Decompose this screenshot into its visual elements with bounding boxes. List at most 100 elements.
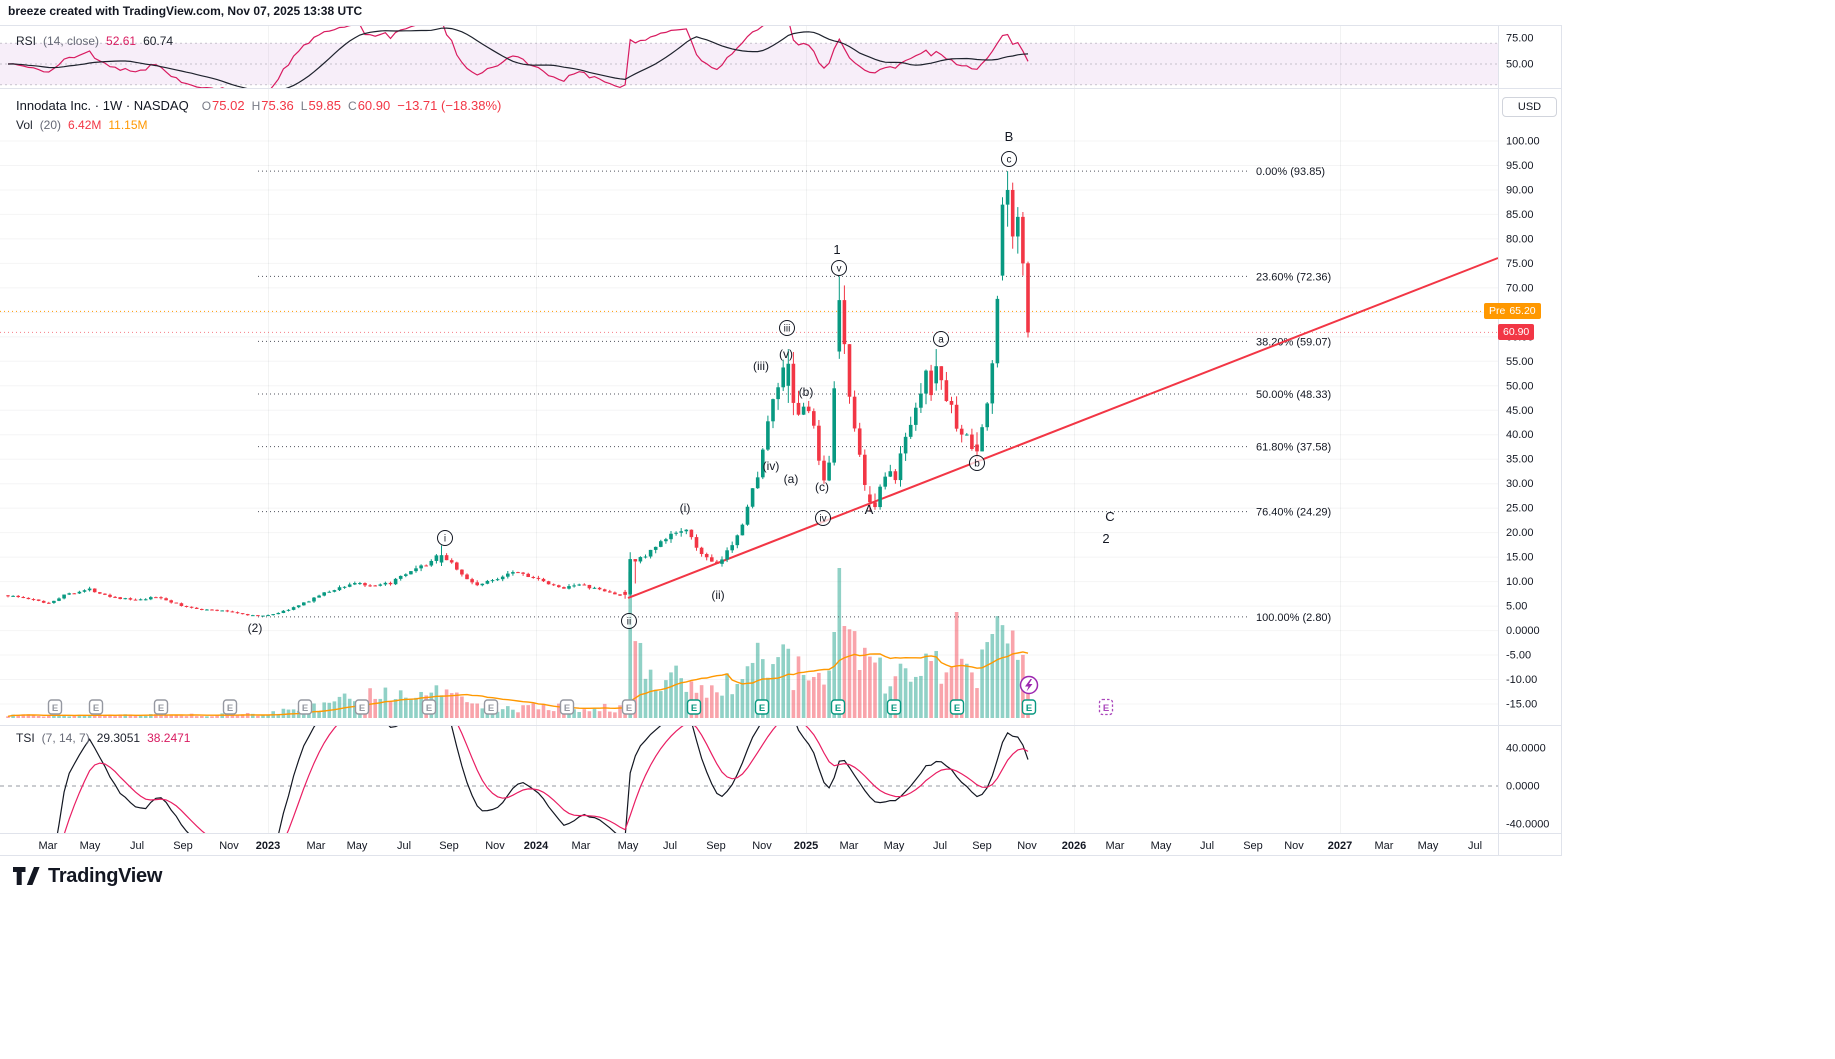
svg-text:Sep: Sep bbox=[173, 840, 193, 852]
svg-text:70.00: 70.00 bbox=[1506, 282, 1534, 294]
earnings-icon bbox=[222, 699, 238, 715]
pane-separators bbox=[0, 25, 1562, 856]
svg-text:E: E bbox=[1103, 703, 1109, 714]
ohlc-key: O bbox=[201, 99, 212, 113]
attribution-text: breeze created with TradingView.com, Nov… bbox=[8, 4, 363, 18]
fib-level-label: 50.00% (48.33) bbox=[1256, 389, 1331, 401]
svg-text:25.00: 25.00 bbox=[1506, 503, 1534, 515]
tsi-legend: TSI (7, 14, 7) 29.3051 38.2471 bbox=[16, 731, 190, 745]
svg-text:E: E bbox=[691, 703, 697, 714]
trend-line[interactable] bbox=[627, 257, 1499, 599]
svg-text:E: E bbox=[488, 703, 494, 714]
svg-text:100.00: 100.00 bbox=[1506, 136, 1540, 148]
svg-text:95.00: 95.00 bbox=[1506, 160, 1534, 172]
alert-lightning-icon[interactable] bbox=[1019, 675, 1039, 695]
premarket-prefix: Pre bbox=[1489, 305, 1506, 318]
ohlc-key: L bbox=[300, 99, 308, 113]
svg-text:E: E bbox=[302, 703, 308, 714]
tsi-signal-value: 38.2471 bbox=[147, 731, 191, 745]
volume-value: 6.42M bbox=[68, 118, 102, 132]
svg-text:2024: 2024 bbox=[524, 840, 549, 852]
ohlc-value: 60.90 bbox=[357, 98, 391, 113]
svg-text:(iv): (iv) bbox=[763, 459, 780, 473]
svg-text:2: 2 bbox=[1102, 531, 1109, 546]
ohlc-value: 75.02 bbox=[212, 98, 245, 113]
earnings-icon bbox=[886, 699, 902, 715]
svg-text:E: E bbox=[158, 703, 164, 714]
svg-text:May: May bbox=[618, 840, 639, 852]
time-axis[interactable]: Mar May Jul Sep Nov 2023 Mar May Jul Sep Nov 2024 Ma… bbox=[39, 840, 1483, 852]
currency-toggle-button[interactable]: USD bbox=[1502, 97, 1557, 117]
fib-retracement: 0.00% (93.85)23.60% (72.36)38.20% (59.07… bbox=[258, 166, 1331, 624]
svg-text:55.00: 55.00 bbox=[1506, 356, 1534, 368]
svg-text:c: c bbox=[1007, 155, 1012, 166]
last-price-value: 60.90 bbox=[1503, 326, 1530, 339]
svg-text:Sep: Sep bbox=[706, 840, 726, 852]
svg-text:E: E bbox=[1026, 703, 1032, 714]
svg-text:0.0000: 0.0000 bbox=[1506, 781, 1540, 793]
svg-text:-10.00: -10.00 bbox=[1506, 674, 1537, 686]
svg-text:35.00: 35.00 bbox=[1506, 454, 1534, 466]
svg-text:(v): (v) bbox=[779, 347, 793, 361]
rsi-label: RSI bbox=[16, 34, 37, 48]
rsi-value: 52.61 bbox=[106, 34, 137, 48]
svg-text:iii: iii bbox=[784, 324, 791, 335]
symbol-title[interactable]: Innodata Inc. · 1W · NASDAQ bbox=[16, 98, 189, 113]
svg-text:b: b bbox=[974, 459, 980, 470]
tradingview-logo[interactable]: TradingView bbox=[12, 864, 162, 888]
svg-text:40.00: 40.00 bbox=[1506, 429, 1534, 441]
price-scale[interactable]: 100.0095.0090.0085.0080.0075.0070.0065.0… bbox=[1506, 33, 1549, 831]
svg-text:(c): (c) bbox=[815, 480, 829, 494]
svg-text:E: E bbox=[835, 703, 841, 714]
svg-text:May: May bbox=[1418, 840, 1439, 852]
ohlc-key: H bbox=[251, 99, 261, 113]
svg-text:45.00: 45.00 bbox=[1506, 405, 1534, 417]
earnings-icon bbox=[88, 699, 104, 715]
ohlc-high: H 75.36 bbox=[252, 98, 294, 113]
svg-text:50.00: 50.00 bbox=[1506, 59, 1534, 71]
svg-text:E: E bbox=[426, 703, 432, 714]
candlestick-series bbox=[6, 171, 1030, 617]
svg-text:1: 1 bbox=[833, 242, 840, 257]
svg-text:15.00: 15.00 bbox=[1506, 552, 1534, 564]
svg-text:(b): (b) bbox=[799, 385, 814, 399]
svg-text:Jul: Jul bbox=[1468, 840, 1482, 852]
svg-text:Jul: Jul bbox=[130, 840, 144, 852]
future-earnings-icon[interactable]: E bbox=[1098, 698, 1114, 716]
earnings-icon bbox=[483, 699, 499, 715]
premarket-value: 65.20 bbox=[1509, 305, 1536, 318]
volume-legend: Vol (20) 6.42M 11.15M bbox=[16, 118, 148, 132]
svg-text:E: E bbox=[564, 703, 570, 714]
svg-text:C: C bbox=[1105, 509, 1114, 524]
svg-text:E: E bbox=[93, 703, 99, 714]
earnings-icon bbox=[297, 699, 313, 715]
svg-text:Mar: Mar bbox=[39, 840, 58, 852]
svg-text:Nov: Nov bbox=[1284, 840, 1304, 852]
svg-text:E: E bbox=[954, 703, 960, 714]
rsi-params: (14, close) bbox=[43, 34, 100, 48]
svg-text:Nov: Nov bbox=[219, 840, 239, 852]
svg-text:Nov: Nov bbox=[485, 840, 505, 852]
svg-text:Jul: Jul bbox=[1200, 840, 1214, 852]
premarket-price-label: Pre 65.20 bbox=[1484, 303, 1541, 320]
svg-text:E: E bbox=[891, 703, 897, 714]
svg-text:Mar: Mar bbox=[840, 840, 859, 852]
svg-text:E: E bbox=[626, 703, 632, 714]
svg-text:50.00: 50.00 bbox=[1506, 380, 1534, 392]
rsi-line bbox=[7, 26, 1029, 88]
svg-text:20.00: 20.00 bbox=[1506, 527, 1534, 539]
svg-text:5.00: 5.00 bbox=[1506, 601, 1527, 613]
svg-text:40.0000: 40.0000 bbox=[1506, 743, 1546, 755]
tradingview-wordmark: TradingView bbox=[48, 864, 163, 887]
svg-text:-5.00: -5.00 bbox=[1506, 650, 1531, 662]
svg-text:2026: 2026 bbox=[1062, 840, 1086, 852]
grid-lines bbox=[0, 26, 1498, 833]
tsi-label: TSI bbox=[16, 731, 35, 745]
svg-text:Nov: Nov bbox=[1017, 840, 1037, 852]
symbol-legend: Innodata Inc. · 1W · NASDAQ O 75.02 H 75.3… bbox=[16, 98, 501, 113]
fib-level-label: 76.40% (24.29) bbox=[1256, 507, 1331, 519]
svg-text:Sep: Sep bbox=[439, 840, 459, 852]
